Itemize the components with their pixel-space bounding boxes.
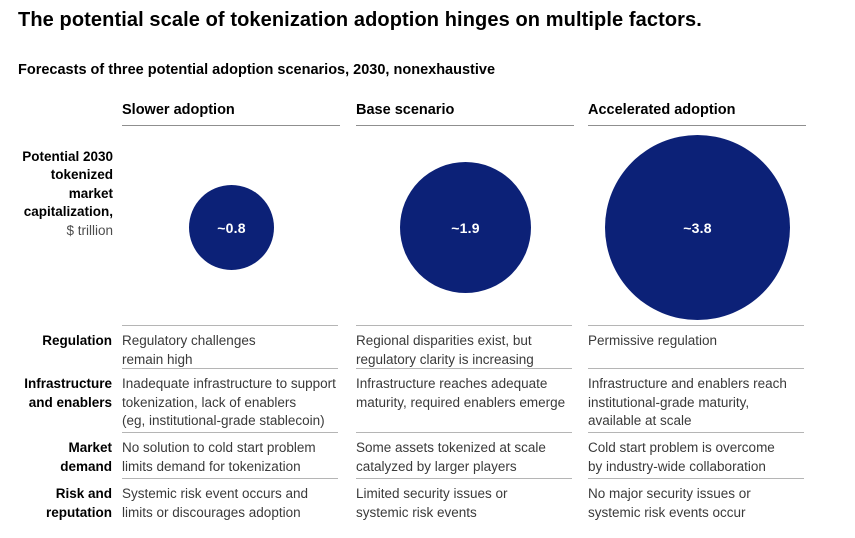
column-slower-adoption: Slower adoption ~0.8 (122, 0, 340, 538)
bubble-metric-unit: $ trillion (66, 222, 113, 238)
column-header-slower-adoption: Slower adoption (122, 102, 340, 126)
column-header-base-scenario: Base scenario (356, 102, 574, 126)
cell-market-demand-accelerated: Cold start problem is overcome by indust… (588, 432, 804, 476)
cell-risk-reputation-slower: Systemic risk event occurs and limits or… (122, 478, 338, 522)
factor-row-regulation: Regulation Regulatory challenges remain … (0, 325, 855, 367)
factor-row-risk-reputation: Risk and reputation Systemic risk event … (0, 478, 855, 520)
column-base-scenario: Base scenario ~1.9 (356, 0, 574, 538)
factor-row-market-demand: Market demand No solution to cold start … (0, 432, 855, 474)
factor-label-risk-reputation: Risk and reputation (46, 486, 112, 520)
bubble-slower-adoption: ~0.8 (189, 185, 274, 270)
bubble-value-accelerated-adoption: ~3.8 (683, 219, 712, 236)
cell-market-demand-slower: No solution to cold start problem limits… (122, 432, 338, 476)
bubble-metric-label: Potential 2030 tokenized market capitali… (0, 129, 113, 259)
column-header-accelerated-adoption: Accelerated adoption (588, 102, 806, 126)
cell-risk-reputation-base: Limited security issues or systemic risk… (356, 478, 572, 522)
cell-regulation-accelerated: Permissive regulation (588, 325, 804, 351)
cell-infrastructure-accelerated: Infrastructure and enablers reach instit… (588, 368, 804, 431)
bubble-metric-label-main: Potential 2030 tokenized market capitali… (22, 148, 113, 220)
factor-label-regulation: Regulation (42, 333, 112, 348)
bubble-value-base-scenario: ~1.9 (451, 219, 480, 236)
cell-risk-reputation-accelerated: No major security issues or systemic ris… (588, 478, 804, 522)
bubble-accelerated-adoption: ~3.8 (605, 135, 790, 320)
column-accelerated-adoption: Accelerated adoption ~3.8 (588, 0, 806, 538)
bubble-value-slower-adoption: ~0.8 (217, 219, 246, 236)
factor-row-infrastructure: Infrastructure and enablers Inadequate i… (0, 368, 855, 428)
factor-label-infrastructure: Infrastructure and enablers (24, 376, 112, 410)
chart-subtitle: Forecasts of three potential adoption sc… (18, 62, 496, 78)
cell-infrastructure-base: Infrastructure reaches adequate maturity… (356, 368, 572, 412)
cell-regulation-base: Regional disparities exist, but regulato… (356, 325, 572, 369)
bubble-base-scenario: ~1.9 (400, 162, 531, 293)
cell-regulation-slower: Regulatory challenges remain high (122, 325, 338, 369)
cell-infrastructure-slower: Inadequate infrastructure to support tok… (122, 368, 338, 431)
cell-market-demand-base: Some assets tokenized at scale catalyzed… (356, 432, 572, 476)
factor-label-market-demand: Market demand (60, 440, 112, 474)
page-title: The potential scale of tokenization adop… (18, 9, 702, 31)
